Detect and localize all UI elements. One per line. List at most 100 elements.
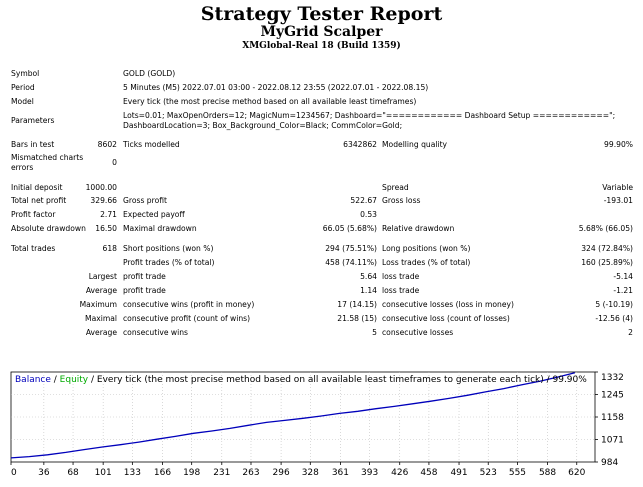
- gross-loss-value: -193.01: [603, 196, 633, 205]
- profit-trades-value: 458 (74.11%): [325, 258, 377, 267]
- average-profit-value: 1.14: [360, 286, 377, 295]
- short-positions-value: 294 (75.51%): [325, 244, 377, 253]
- x-tick-label: 328: [302, 468, 319, 478]
- maximal-consecutive-profit-label: consecutive profit (count of wins): [123, 314, 251, 323]
- report-account: XMGlobal-Real 18 (Build 1359): [242, 41, 401, 51]
- maximal-consecutive-loss-value: -12.56 (4): [595, 314, 633, 323]
- max-consecutive-wins-label: consecutive wins (profit in money): [123, 300, 255, 309]
- report-title: Strategy Tester Report: [200, 3, 443, 25]
- maximal-consecutive-loss-label: consecutive loss (count of losses): [382, 314, 510, 323]
- y-tick-label: 1071: [601, 436, 624, 446]
- x-tick-label: 231: [213, 468, 230, 478]
- spread-label: Spread: [382, 183, 409, 192]
- max-consecutive-losses-value: 5 (-10.19): [595, 300, 633, 309]
- symbol-value: GOLD (GOLD): [123, 69, 176, 78]
- maximal-drawdown-label: Maximal drawdown: [123, 224, 197, 233]
- balance-chart: 1332 1245 1158 1071 984 0 36 68 101 133 166 198 231 2…: [9, 370, 643, 483]
- x-tick-label: 393: [361, 468, 378, 478]
- x-tick-label: 68: [67, 468, 79, 478]
- bars-label: Bars in test: [11, 140, 55, 149]
- profit-factor-label: Profit factor: [11, 210, 56, 219]
- total-trades-value: 618: [102, 244, 118, 253]
- average-profit-label: profit trade: [123, 286, 166, 295]
- x-tick-label: 361: [332, 468, 349, 478]
- y-tick-label: 984: [601, 458, 618, 468]
- x-tick-label: 620: [568, 468, 585, 478]
- maximal-label: Maximal: [85, 314, 117, 323]
- avg-consecutive-losses-label: consecutive losses: [382, 328, 454, 337]
- loss-trades-label: Loss trades (% of total): [382, 258, 471, 267]
- expected-payoff-value: 0.53: [360, 210, 377, 219]
- y-tick-label: 1158: [601, 413, 624, 423]
- bars-value: 8602: [97, 140, 117, 149]
- total-trades-label: Total trades: [11, 244, 56, 253]
- quality-value: 99.90%: [604, 140, 633, 149]
- loss-trades-value: 160 (25.89%): [581, 258, 633, 267]
- chart-legend: Balance / Equity / Every tick (the most …: [15, 375, 587, 385]
- balance-chart-svg: 1332 1245 1158 1071 984 0 36 68 101 133 166 198 231 2…: [10, 371, 624, 478]
- max-consecutive-wins-value: 17 (14.15): [337, 300, 377, 309]
- avg-consecutive-wins-label: consecutive wins: [123, 328, 189, 337]
- x-tick-label: 458: [420, 468, 437, 478]
- y-tick-label: 1332: [601, 373, 624, 383]
- legend-separator: /: [51, 375, 60, 385]
- model-value: Every tick (the most precise method base…: [123, 97, 417, 106]
- average-loss-label: loss trade: [382, 286, 420, 295]
- x-tick-label: 491: [450, 468, 467, 478]
- largest-loss-value: -5.14: [613, 272, 633, 281]
- max-consecutive-losses-label: consecutive losses (loss in money): [382, 300, 514, 309]
- x-tick-label: 426: [391, 468, 408, 478]
- x-tick-label: 133: [124, 468, 141, 478]
- long-positions-value: 324 (72.84%): [581, 244, 633, 253]
- ticks-label: Ticks modelled: [123, 140, 180, 149]
- legend-description: / Every tick (the most precise method ba…: [88, 375, 587, 385]
- total-net-profit-label: Total net profit: [11, 196, 67, 205]
- long-positions-label: Long positions (won %): [382, 244, 471, 253]
- period-value: 5 Minutes (M5) 2022.07.01 03:00 - 2022.0…: [123, 83, 429, 92]
- series-line-balance: [10, 372, 576, 459]
- legend-balance: Balance: [15, 375, 51, 385]
- absolute-drawdown-label: Absolute drawdown: [11, 224, 86, 233]
- average-2-label: Average: [85, 328, 117, 337]
- profit-factor-value: 2.71: [100, 210, 117, 219]
- y-tick-label: 1245: [601, 391, 624, 401]
- largest-label: Largest: [88, 272, 117, 281]
- avg-consecutive-losses-value: 2: [628, 328, 633, 337]
- x-tick-label: 588: [539, 468, 556, 478]
- x-tick-label: 555: [509, 468, 526, 478]
- x-tick-label: 523: [480, 468, 497, 478]
- x-tick-label: 101: [95, 468, 112, 478]
- x-tick-label: 166: [154, 468, 171, 478]
- short-positions-label: Short positions (won %): [123, 244, 214, 253]
- x-tick-label: 198: [183, 468, 200, 478]
- maximal-drawdown-value: 66.05 (5.68%): [322, 224, 377, 233]
- parameters-line-1: Lots=0.01; MaxOpenOrders=12; MagicNum=12…: [123, 111, 616, 120]
- period-label: Period: [11, 83, 35, 92]
- gross-profit-label: Gross profit: [123, 196, 167, 205]
- gross-loss-label: Gross loss: [382, 196, 421, 205]
- expected-payoff-label: Expected payoff: [123, 210, 185, 219]
- report-subtitle: MyGrid Scalper: [260, 24, 383, 40]
- model-label: Model: [11, 97, 34, 106]
- spread-value: Variable: [602, 183, 633, 192]
- maximal-consecutive-profit-value: 21.58 (15): [337, 314, 377, 323]
- parameters-label: Parameters: [11, 116, 55, 125]
- initial-deposit-label: Initial deposit: [11, 183, 63, 192]
- largest-profit-label: profit trade: [123, 272, 166, 281]
- x-tick-label: 36: [38, 468, 50, 478]
- relative-drawdown-value: 5.68% (66.05): [578, 224, 633, 233]
- ticks-value: 6342862: [343, 140, 377, 149]
- legend-equity: Equity: [60, 375, 89, 385]
- total-net-profit-value: 329.66: [90, 196, 117, 205]
- largest-profit-value: 5.64: [360, 272, 377, 281]
- profit-trades-label: Profit trades (% of total): [123, 258, 215, 267]
- parameters-line-2: DashboardLocation=3; Box_Background_Colo…: [123, 121, 403, 130]
- x-tick-label: 296: [273, 468, 290, 478]
- mismatch-label-1: Mismatched charts: [11, 153, 84, 162]
- x-tick-label: 263: [242, 468, 259, 478]
- gross-profit-value: 522.67: [350, 196, 377, 205]
- maximum-label: Maximum: [79, 300, 117, 309]
- quality-label: Modelling quality: [382, 140, 448, 149]
- average-loss-value: -1.21: [613, 286, 633, 295]
- avg-consecutive-wins-value: 5: [372, 328, 377, 337]
